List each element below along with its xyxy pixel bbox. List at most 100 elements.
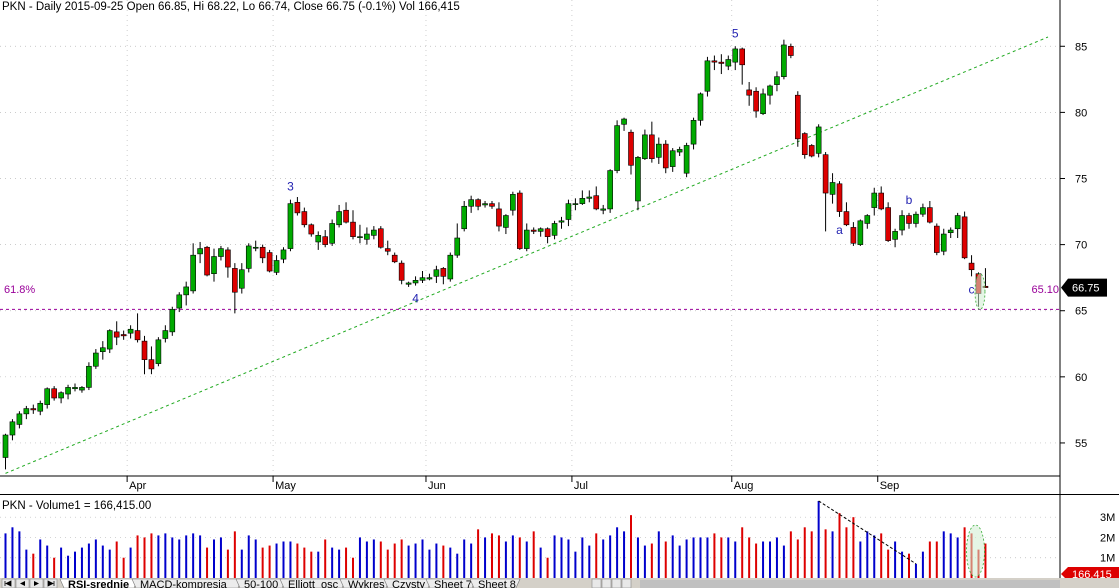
candle-body [329,223,335,244]
tab-extra-button-2[interactable] [601,578,612,588]
tab-extra-button-4[interactable] [621,578,632,588]
candle-body [815,126,822,154]
candle [572,198,579,211]
candle-body [857,220,864,245]
candle-body [148,359,155,370]
month-label: Aug [734,480,754,492]
candle [753,87,759,118]
tab-extra-button-3[interactable] [611,578,622,588]
candle-body [794,94,801,140]
candle-body [558,220,565,223]
wave-label: 5 [732,26,739,40]
candle-body [30,408,37,411]
first-icon [4,580,12,587]
candle [649,121,655,163]
candle [218,245,224,261]
candle [739,47,746,85]
sheet-tabs[interactable]: RSI-srednie MACD-kompresja 50-100 Elliott_o… [59,578,521,588]
candle-body [489,203,495,207]
candle [232,263,238,314]
candle-body [690,120,697,145]
last-price-tag: 66.75 [1061,278,1107,297]
candle [836,181,843,217]
sheet-tab[interactable]: RSI-srednie [59,578,139,588]
sheet-tab-label: RSI-srednie [68,579,129,588]
volume-trend-line[interactable] [818,500,917,565]
candle [398,260,405,285]
volume-bars [4,500,987,578]
candle [725,55,732,71]
volume-highlight-circle [966,524,985,578]
candle-body [801,133,808,156]
candle [426,273,433,281]
candle [357,224,363,244]
sheet-tab[interactable]: Sheet 8 [469,578,521,588]
candle-body [377,228,384,248]
sheet-tab[interactable]: Wykres [339,578,391,588]
fib-price-label: 65.10 [1031,284,1059,296]
candle [273,255,280,276]
tab-scroll-buttons[interactable] [1,578,58,588]
month-label: Apr [129,480,146,492]
candle-body [23,408,30,415]
candle-body [968,262,975,271]
price-tick-labels: 55 60 65 70 75 80 85 [1060,41,1087,450]
candle-body [134,330,141,341]
price-axis[interactable]: 55 60 65 70 75 80 85 66.75 [1059,0,1107,494]
candle-body [155,339,162,364]
tab-extra-button-1[interactable] [591,578,602,588]
candle [530,227,537,235]
candle [822,152,829,232]
candle-body [537,228,544,232]
candle-body [461,205,468,230]
sheet-tab[interactable]: Czysty [383,578,433,588]
candle-body [204,246,210,276]
candle-body [169,309,176,333]
price-tick-label: 55 [1075,438,1087,450]
candle-body [649,134,655,159]
candle [30,404,37,414]
wave-label: b [906,193,913,207]
candle-body [725,59,732,67]
horizontal-scrollbar[interactable] [640,580,1060,588]
candle [704,56,711,97]
candle [607,169,613,213]
candle [86,362,92,391]
price-pane[interactable]: 3 4 5 a b c 61.8% 65.10 PKN - Daily 2015-09-2… [0,0,1060,476]
candle-body [662,143,669,169]
candle-body [843,211,850,226]
sheet-tab[interactable]: MACD-kompresja [131,578,243,588]
candle-body [398,262,405,281]
sheet-tab[interactable]: Elliott_osc [279,578,347,588]
candle-body [190,254,196,292]
candle [336,204,342,228]
candle [913,211,919,228]
candle [183,281,189,306]
candle-body [482,203,488,206]
candle [600,204,607,215]
candle [51,386,57,401]
fib-level-label: 61.8% [4,284,35,296]
price-tick-label: 85 [1075,41,1087,53]
sheet-tab[interactable]: 50-100 [235,578,287,588]
candle [72,383,78,392]
sheet-tab-label: 50-100 [244,579,278,588]
tab-bar-extra-buttons[interactable] [591,578,1060,588]
wave-label: c [969,282,975,296]
candle-body [642,134,648,159]
candle-body [232,268,238,293]
candle-body [829,182,836,195]
candle-body [405,282,412,285]
sheet-tab[interactable]: Sheet 7 [425,578,477,588]
candle-body [315,235,322,243]
candle [808,144,815,158]
candle [350,210,356,240]
trend-line[interactable] [5,36,1049,474]
candle-body [565,203,572,220]
sheet-tab-bar[interactable]: RSI-srednie MACD-kompresja 50-100 Elliott_o… [0,578,1119,588]
candle-body [718,61,725,64]
candle-body [176,294,183,309]
candle [468,195,474,213]
